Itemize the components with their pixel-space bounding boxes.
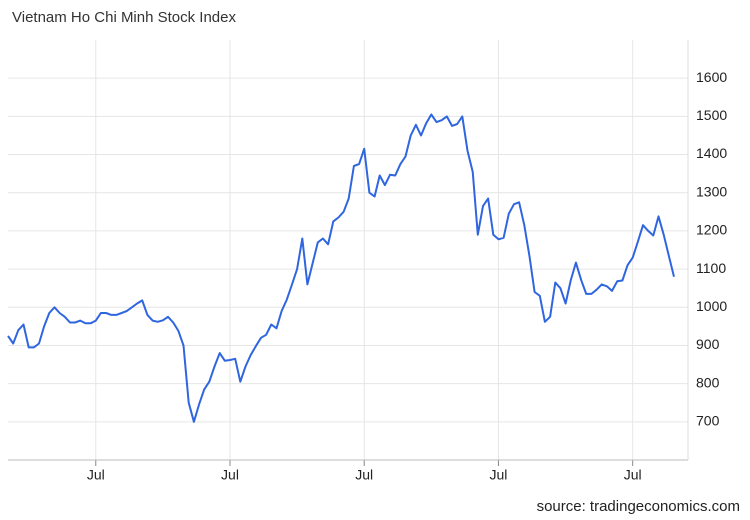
chart-title: Vietnam Ho Chi Minh Stock Index	[12, 9, 236, 26]
x-tick-label: Jul	[221, 467, 239, 483]
y-tick-label: 1600	[696, 69, 727, 85]
y-tick-label: 900	[696, 336, 720, 352]
source-note: source: tradingeconomics.com	[537, 498, 740, 515]
x-tick-label: Jul	[624, 467, 642, 483]
price-line	[7, 113, 675, 423]
x-tick-label: Jul	[355, 467, 373, 483]
y-tick-label: 700	[696, 413, 720, 429]
y-tick-label: 800	[696, 374, 720, 390]
y-tick-label: 1300	[696, 183, 727, 199]
y-tick-label: 1100	[696, 260, 726, 276]
y-tick-label: 1200	[696, 222, 727, 238]
x-tick-label: Jul	[490, 467, 508, 483]
y-tick-label: 1400	[696, 145, 727, 161]
x-tick-label: Jul	[87, 467, 105, 483]
y-tick-label: 1500	[696, 107, 727, 123]
y-tick-label: 1000	[696, 298, 727, 314]
